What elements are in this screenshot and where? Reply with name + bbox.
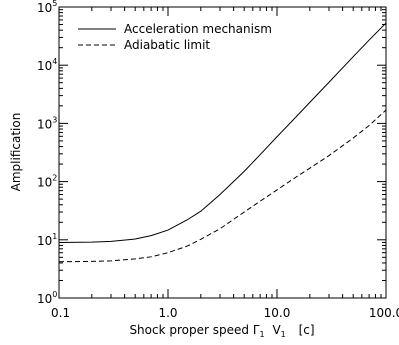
y-tick-label: 102: [37, 174, 57, 190]
x-tick-label: 10.0: [264, 306, 291, 320]
y-tick-label-exp: 4: [52, 57, 57, 66]
y-tick-label-exp: 2: [52, 174, 57, 183]
x-axis-label-text: Shock proper speed: [129, 323, 249, 337]
tick-marks: [58, 7, 387, 299]
y-tick-label-base: 10: [37, 292, 52, 306]
x-axis-label-gamma: Γ: [253, 323, 260, 337]
x-tick-label: 0.1: [51, 306, 70, 320]
series-line-adiabatic-limit: [58, 109, 387, 263]
x-axis-label-sub1: 1: [260, 330, 265, 339]
series-lines: [58, 22, 387, 263]
x-axis-label-unit: [c]: [299, 323, 315, 337]
x-tick-label: 100.0: [369, 306, 399, 320]
y-tick-label-exp: 1: [52, 232, 57, 241]
series-line-acceleration-mechanism: [58, 22, 387, 243]
y-tick-label-exp: 0: [52, 290, 57, 299]
y-tick-label: 103: [37, 115, 57, 131]
x-axis-label-sub2: 1: [281, 330, 286, 339]
y-tick-label-base: 10: [37, 234, 52, 248]
y-tick-label: 105: [37, 0, 57, 15]
y-tick-label-exp: 5: [52, 0, 57, 8]
y-tick-label-base: 10: [37, 1, 52, 15]
legend-label-acceleration: Acceleration mechanism: [124, 22, 272, 36]
y-tick-label: 101: [37, 232, 57, 248]
x-axis-label-v: V: [272, 323, 281, 337]
y-tick-label-base: 10: [37, 117, 52, 131]
plot-frame: [58, 6, 387, 299]
y-tick-label-base: 10: [37, 176, 52, 190]
y-tick-label-exp: 3: [52, 115, 57, 124]
y-tick-label: 104: [37, 57, 57, 73]
x-tick-label: 1.0: [158, 306, 177, 320]
x-axis-label: Shock proper speed Γ1 V1 [c]: [129, 323, 314, 340]
y-tick-label-base: 10: [37, 59, 52, 73]
y-axis-label: Amplification: [9, 113, 23, 192]
y-tick-label: 100: [37, 290, 57, 306]
legend: Acceleration mechanism Adiabatic limit: [78, 22, 272, 52]
legend-label-adiabatic: Adiabatic limit: [124, 38, 210, 52]
